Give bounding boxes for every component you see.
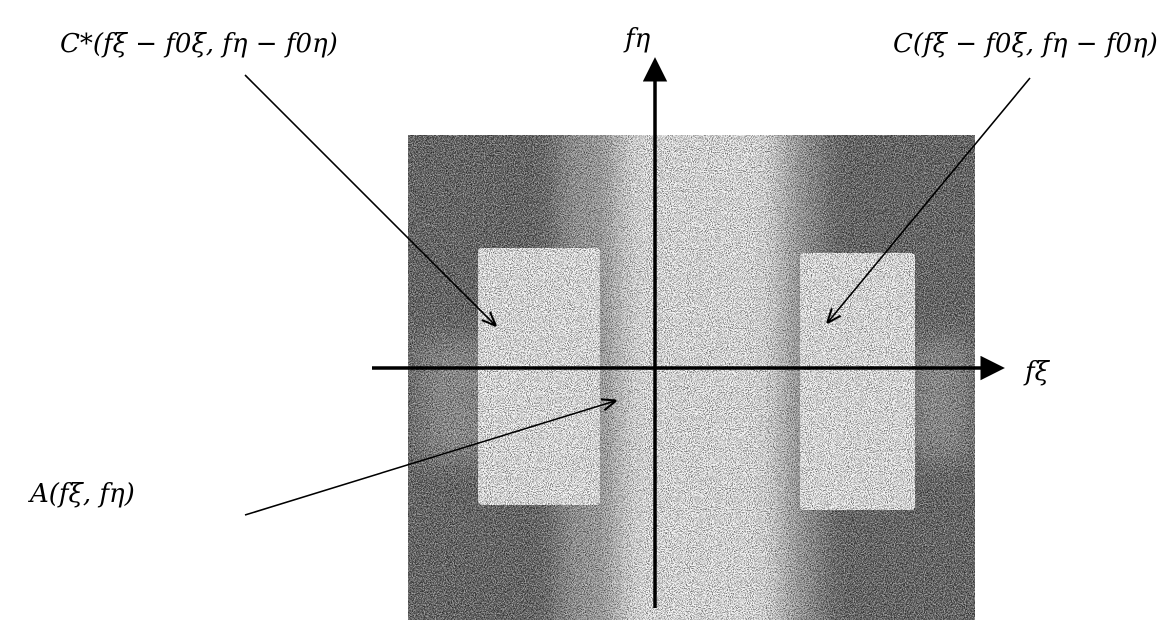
- annotation: A(fξ, fη): [28, 479, 135, 509]
- diagram: fη fξ C*(fξ − f0ξ, fη − f0η) C(fξ − f0ξ,…: [0, 0, 1172, 620]
- axis-label: fξ: [1023, 357, 1051, 387]
- axis-label: fη: [623, 24, 651, 54]
- annotation: C(fξ − f0ξ, fη − f0η): [893, 29, 1158, 59]
- spectrum-image: [408, 110, 975, 620]
- annotation: C*(fξ − f0ξ, fη − f0η): [60, 29, 338, 59]
